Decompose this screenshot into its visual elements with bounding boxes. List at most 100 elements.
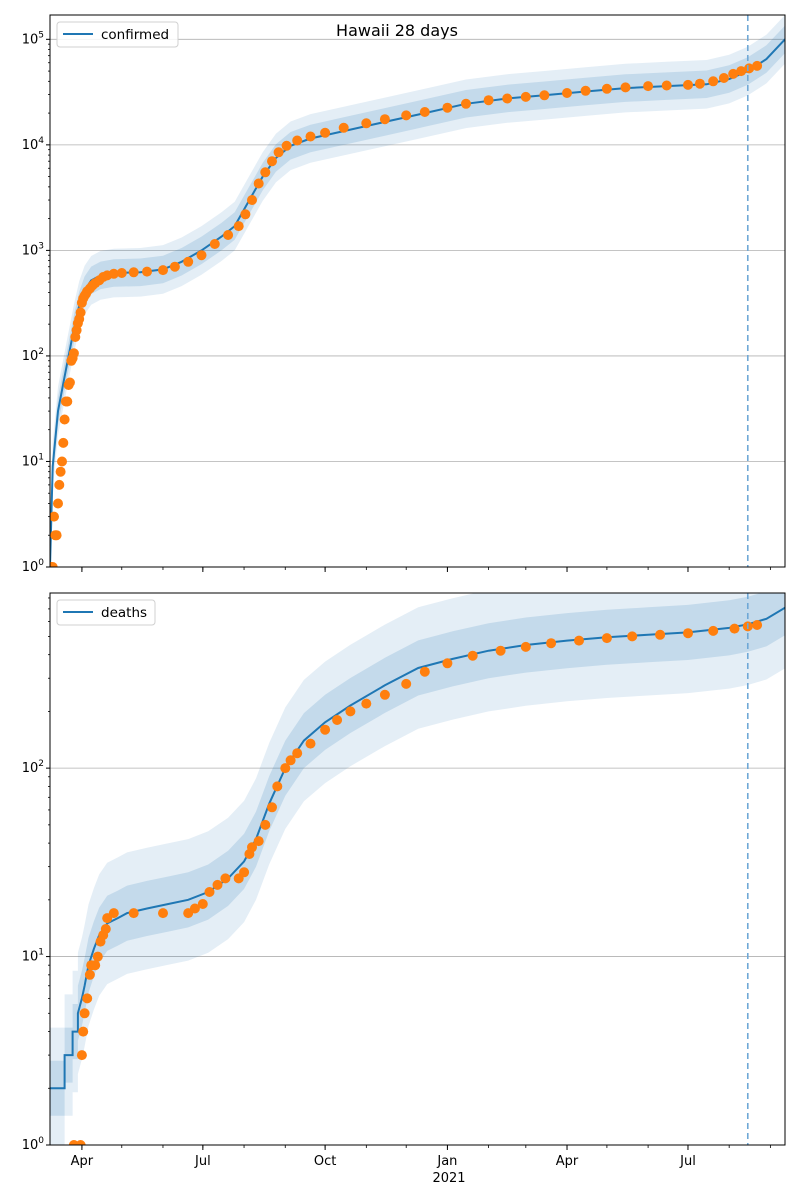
observed-point: [292, 748, 303, 759]
observed-point: [62, 396, 73, 407]
x-tick-label: Apr: [556, 1154, 579, 1169]
observed-point: [338, 122, 349, 133]
observed-point: [273, 147, 284, 158]
observed-point: [320, 724, 331, 735]
observed-point: [240, 209, 251, 220]
observed-point: [197, 899, 208, 909]
observed-point: [183, 256, 194, 267]
y-tick-label: 104: [22, 136, 45, 153]
observed-point: [752, 60, 763, 71]
observed-point: [54, 479, 65, 490]
observed-point: [59, 414, 70, 425]
x-year-label: 2021: [432, 1171, 465, 1186]
fit-line: [50, 606, 785, 1090]
observed-point: [212, 879, 223, 890]
observed-point: [196, 250, 207, 261]
y-tick-label: 102: [22, 347, 44, 364]
observed-point: [708, 76, 719, 87]
observed-point: [361, 698, 372, 709]
observed-point: [292, 135, 303, 146]
y-tick-label: 103: [22, 241, 44, 258]
deaths-panel: 100 101 102 Apr Jul Oct Jan Apr Jul: [22, 592, 786, 1169]
observed-point: [223, 230, 234, 240]
legend-frame: [56, 599, 156, 626]
observed-point: [128, 267, 139, 278]
y-tick-label: 105: [22, 30, 44, 47]
legend-deaths: deaths: [56, 599, 156, 626]
observed-point: [467, 650, 478, 661]
observed-point: [361, 118, 372, 129]
observed-point: [574, 635, 584, 646]
legend-label-deaths: deaths: [101, 605, 147, 621]
observed-point: [379, 689, 390, 700]
observed-point: [253, 836, 264, 847]
observed-point: [158, 265, 168, 276]
observed-point: [253, 178, 264, 189]
observed-point: [108, 268, 119, 279]
observed-point: [247, 842, 257, 853]
observed-point: [116, 268, 127, 278]
observed-point: [683, 79, 693, 90]
y-tick-label: 100: [22, 1136, 45, 1153]
observed-point: [247, 195, 257, 205]
x-tick-label: Oct: [314, 1154, 336, 1169]
observed-point: [718, 73, 729, 83]
observed-point: [142, 266, 152, 277]
observed-point: [620, 82, 631, 93]
x-tick-label: Jul: [194, 1154, 211, 1169]
uncertainty-band: [50, 15, 785, 567]
observed-point: [75, 1140, 86, 1145]
observed-point: [539, 90, 550, 101]
chart-title: Hawaii 28 days: [336, 21, 458, 40]
observed-point: [57, 456, 67, 467]
observed-point: [272, 781, 283, 792]
observed-point: [627, 631, 638, 642]
observed-point: [483, 95, 494, 106]
observed-point: [75, 307, 86, 318]
confirmed-panel: 100 101 102 103 104 105: [22, 14, 786, 575]
y-tick-label: 101: [22, 452, 44, 469]
observed-point: [442, 102, 453, 113]
observed-point: [401, 110, 412, 121]
observed-point: [55, 466, 66, 477]
observed-point: [661, 80, 672, 91]
observed-point: [729, 623, 740, 634]
observed-point: [461, 98, 471, 109]
observed-point: [233, 221, 244, 232]
y-tick-label: 100: [22, 558, 45, 575]
observed-point: [345, 706, 356, 717]
x-tick-label: Jan: [436, 1154, 457, 1169]
observed-point: [379, 114, 390, 125]
observed-point: [736, 66, 747, 77]
observed-point: [728, 68, 739, 79]
observed-point: [51, 530, 62, 541]
observed-point: [260, 167, 271, 178]
observed-point: [50, 562, 58, 567]
observed-point: [76, 1050, 87, 1061]
observed-point: [92, 951, 103, 962]
uncertainty-band: [50, 593, 785, 1116]
observed-point: [84, 969, 95, 980]
observed-point: [267, 156, 277, 167]
observed-point: [204, 887, 215, 897]
x-tick-label: Apr: [71, 1154, 94, 1169]
observed-point: [58, 437, 69, 448]
observed-point: [752, 620, 763, 630]
observed-point: [601, 83, 612, 94]
observed-point: [495, 645, 506, 656]
observed-point: [683, 628, 693, 639]
x-tick-label: Jul: [679, 1154, 696, 1169]
observed-point: [502, 93, 513, 104]
observed-point: [580, 85, 591, 96]
observed-point: [189, 903, 200, 914]
observed-point: [694, 78, 705, 89]
observed-point: [546, 638, 557, 649]
plot-frame: [49, 592, 786, 1146]
observed-point: [562, 88, 572, 98]
observed-point: [82, 993, 93, 1004]
observed-point: [708, 625, 719, 636]
observed-point: [108, 908, 119, 919]
observed-point: [320, 127, 331, 138]
observed-point: [332, 715, 343, 725]
legend-frame: [56, 21, 179, 48]
